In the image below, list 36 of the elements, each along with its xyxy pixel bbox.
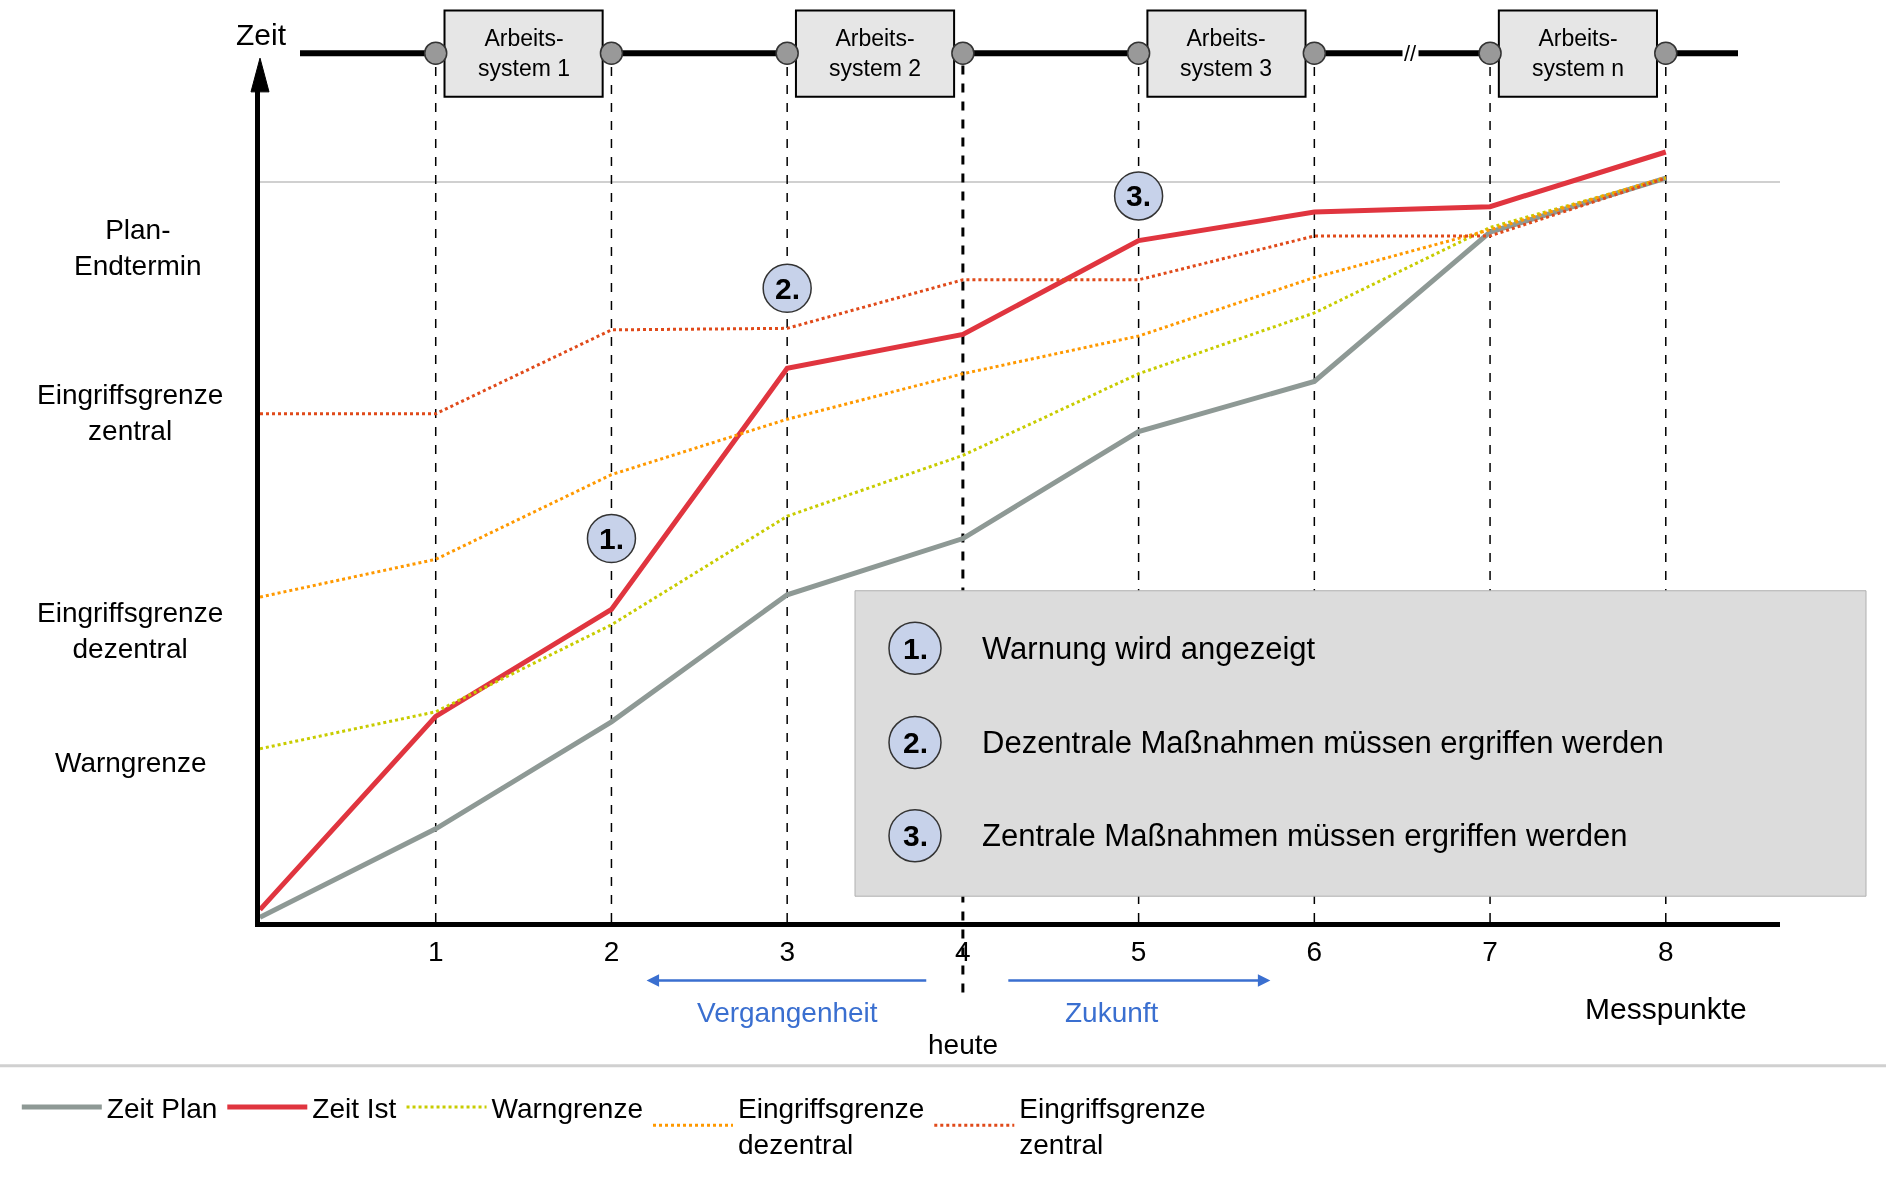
- text: Arbeits- system 3: [1180, 25, 1273, 81]
- x-tick-label: 1: [427, 935, 444, 967]
- annotation: 2.: [775, 272, 801, 305]
- annotation: Dezentrale Maßnahmen müssen ergriffen werden: [982, 725, 1664, 760]
- annotation: Warnung wird angezeigt: [982, 631, 1316, 666]
- text: Arbeits- system 1: [478, 25, 571, 81]
- legend-label: Eingriffsgrenze dezentral: [738, 1092, 925, 1161]
- x-tick-label: 3: [779, 935, 795, 967]
- annotation: 1.: [903, 632, 929, 665]
- text: Eingriffsgrenze dezentral: [37, 597, 224, 665]
- text: Warngrenze: [55, 747, 207, 778]
- annotation: 1.: [599, 522, 625, 555]
- annotation: Zentrale Maßnahmen müssen ergriffen werden: [982, 818, 1628, 853]
- x-tick-label: 2: [603, 935, 620, 967]
- text: Eingriffsgrenze zentral: [37, 379, 224, 447]
- y-axis-title: Zeit: [236, 18, 287, 51]
- legend-label: Zeit Ist: [312, 1092, 397, 1124]
- text: Zukunft: [1065, 997, 1159, 1028]
- annotation: 3.: [903, 819, 929, 852]
- x-tick-label: 5: [1130, 935, 1147, 967]
- ref-line-label: Plan- Endtermin: [74, 214, 202, 282]
- x-axis-title: Messpunkte: [1585, 992, 1747, 1025]
- annotation: 3.: [1126, 179, 1152, 212]
- legend-label: Zeit Plan: [106, 1092, 218, 1124]
- x-tick-label: 6: [1306, 935, 1323, 967]
- annotation: 2.: [903, 726, 929, 759]
- legend-label: Warngrenze: [491, 1092, 644, 1124]
- legend-label: Eingriffsgrenze zentral: [1019, 1092, 1206, 1161]
- text: Arbeits- system n: [1532, 25, 1625, 81]
- x-tick-label: 4: [955, 935, 971, 967]
- x-tick-label: 7: [1482, 935, 1498, 967]
- ref-line-label: heute: [928, 1029, 999, 1060]
- text: Arbeits- system 2: [829, 25, 922, 81]
- x-tick-label: 8: [1657, 935, 1674, 967]
- text: //: [1404, 41, 1418, 66]
- text: Vergangenheit: [697, 997, 878, 1028]
